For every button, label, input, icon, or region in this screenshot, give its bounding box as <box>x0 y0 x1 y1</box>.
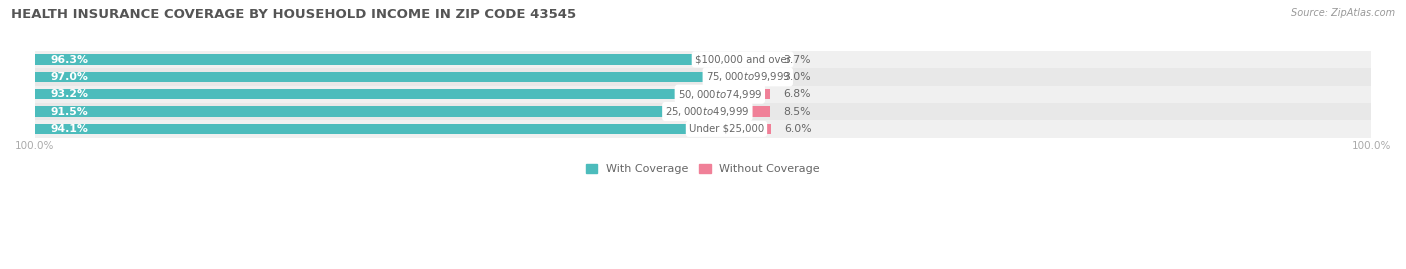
Text: 97.0%: 97.0% <box>51 72 89 82</box>
Bar <box>727 124 770 134</box>
Text: $100,000 and over: $100,000 and over <box>695 55 790 65</box>
Text: 96.3%: 96.3% <box>51 55 89 65</box>
Bar <box>35 107 707 116</box>
Bar <box>707 107 770 116</box>
Text: HEALTH INSURANCE COVERAGE BY HOUSEHOLD INCOME IN ZIP CODE 43545: HEALTH INSURANCE COVERAGE BY HOUSEHOLD I… <box>11 8 576 21</box>
Text: 94.1%: 94.1% <box>51 124 89 134</box>
Text: 8.5%: 8.5% <box>783 107 811 116</box>
Bar <box>35 86 1371 103</box>
Text: 93.2%: 93.2% <box>51 89 89 99</box>
Text: 6.0%: 6.0% <box>785 124 811 134</box>
Text: Source: ZipAtlas.com: Source: ZipAtlas.com <box>1291 8 1395 18</box>
Bar <box>742 55 770 65</box>
Text: $25,000 to $49,999: $25,000 to $49,999 <box>665 105 749 118</box>
Bar <box>35 103 1371 120</box>
Bar <box>35 51 1371 68</box>
Text: $75,000 to $99,999: $75,000 to $99,999 <box>706 70 790 83</box>
Bar <box>720 89 770 99</box>
Text: $50,000 to $74,999: $50,000 to $74,999 <box>678 88 762 101</box>
Text: 3.7%: 3.7% <box>783 55 811 65</box>
Legend: With Coverage, Without Coverage: With Coverage, Without Coverage <box>582 160 824 179</box>
Text: 6.8%: 6.8% <box>783 89 811 99</box>
Text: 3.0%: 3.0% <box>783 72 811 82</box>
Text: 91.5%: 91.5% <box>51 107 89 116</box>
Bar <box>35 124 727 134</box>
Bar <box>35 72 748 82</box>
Bar <box>35 120 1371 137</box>
Bar <box>35 89 720 99</box>
Bar <box>35 68 1371 86</box>
Text: Under $25,000: Under $25,000 <box>689 124 763 134</box>
Bar <box>35 55 742 65</box>
Bar <box>748 72 770 82</box>
